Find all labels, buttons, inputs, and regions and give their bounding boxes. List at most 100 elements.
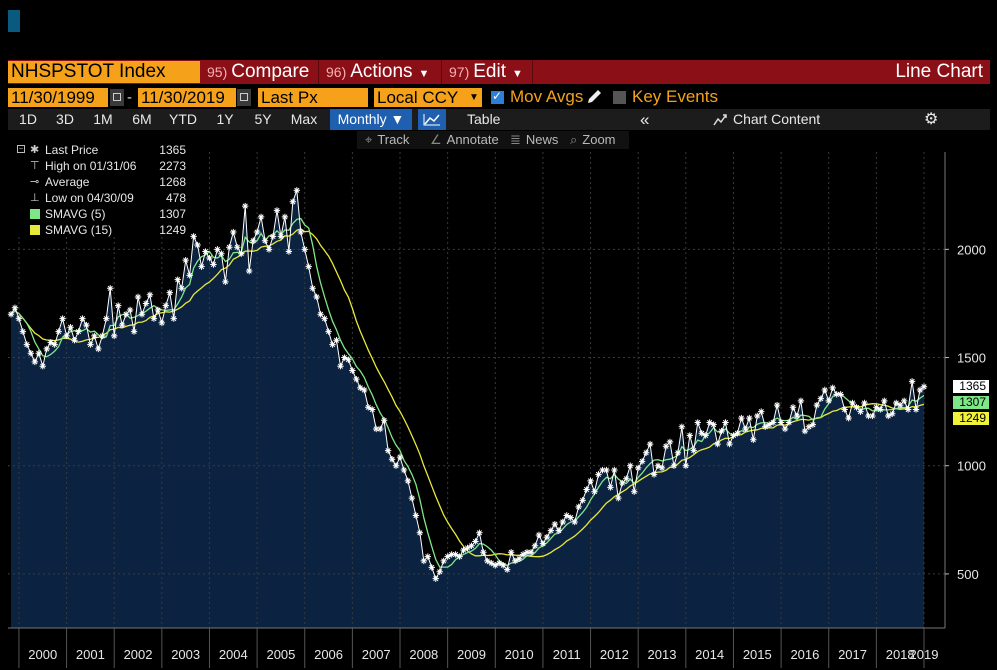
edit-menu-button[interactable]: 97) Edit ▼ [443,60,533,84]
legend-label: Last Price [45,143,99,157]
y-grid [8,248,945,575]
price-point [718,427,725,435]
pencil-icon[interactable] [585,88,603,106]
price-point [805,423,813,430]
price-point [488,559,495,567]
price-point [19,328,27,335]
range-button-1m[interactable]: 1M [93,111,113,127]
frequency-select[interactable]: Monthly ▼ [330,109,412,130]
tool-label: Track [377,132,410,147]
range-button-ytd[interactable]: YTD [169,111,197,127]
x-tick-label: 2015 [743,647,772,662]
x-tick-label: 2017 [838,647,867,662]
price-point [55,328,62,335]
price-point [182,256,189,264]
end-date-input[interactable]: 11/30/2019 [138,88,236,107]
range-button-3d[interactable]: 3D [56,111,74,127]
price-point [547,527,555,534]
price-point [615,494,622,502]
price-point [809,421,817,428]
currency-dropdown-caret-icon[interactable]: ▼ [466,88,482,107]
price-point [575,503,582,511]
range-button-6m[interactable]: 6M [132,111,152,127]
price-point [245,267,253,275]
price-point [392,462,400,469]
price-point [666,438,674,446]
price-point [507,549,515,556]
price-point [210,261,217,268]
price-point [619,479,626,487]
price-point [206,254,213,262]
price-point [134,293,142,301]
compare-menu-button[interactable]: 95) Compare [201,60,319,84]
price-point [567,514,574,521]
price-point [178,285,185,292]
range-button-1d[interactable]: 1D [19,111,37,127]
price-point [365,404,372,411]
workspace-corner-mark [8,10,20,32]
security-input[interactable]: NHSPSTOT Index [8,61,200,83]
price-point [396,453,404,461]
tool-news-button[interactable]: ≣ News [510,131,558,149]
price-point [583,486,590,493]
mov-avgs-checkbox[interactable] [491,89,504,104]
price-point [595,471,602,478]
currency-select[interactable]: Local CCY [374,88,466,107]
price-point [297,228,304,236]
price-point [480,549,487,556]
price-point [51,341,58,348]
price-point [230,228,237,236]
field-select[interactable]: Last Px [258,88,368,107]
key-events-label[interactable]: Key Events [632,87,718,106]
mov-avgs-label[interactable]: Mov Avgs [510,87,584,106]
x-tick-label: 2008 [409,647,438,662]
key-events-checkbox[interactable] [613,91,626,104]
menu-label: Actions [350,61,413,82]
price-point [873,404,880,411]
price-point [376,425,384,433]
settings-gear-icon[interactable]: ⚙ [924,111,939,128]
legend-value: 2273 [159,159,186,173]
chart-content-button[interactable]: Chart Content [733,111,821,127]
table-button[interactable]: Table [467,111,501,127]
menu-number: 96) [326,64,347,80]
x-tick-label: 2007 [362,647,391,662]
price-point [825,397,832,405]
price-point [404,477,412,485]
chart-type-label: Line Chart [895,61,983,82]
news-icon: ≣ [510,132,521,147]
start-date-input[interactable]: 11/30/1999 [8,88,108,107]
price-point [758,408,765,415]
calendar-icon[interactable] [110,89,124,106]
price-point [893,399,900,407]
legend-row: ⊤ High on 01/31/06 2273 [14,158,186,174]
price-point [277,233,285,240]
line-chart-toggle-button[interactable] [418,109,446,130]
price-point [162,302,170,309]
tool-annotate-button[interactable]: ∠ Annotate [430,131,499,149]
range-toolbar [8,109,990,130]
actions-menu-button[interactable]: 96) Actions ▼ [320,60,442,84]
price-point [174,276,181,283]
range-button-max[interactable]: Max [290,111,318,127]
collapse-icon[interactable]: « [640,110,650,129]
price-point [452,551,459,558]
price-point [384,447,392,454]
price-point [702,432,709,439]
range-button-1y[interactable]: 1Y [216,111,234,127]
range-button-5y[interactable]: 5Y [254,111,272,127]
crosshair-icon: ⌖ [365,132,373,147]
legend-collapse-icon[interactable]: − [17,144,25,153]
price-point [579,497,586,504]
tool-zoom-button[interactable]: ⌕ Zoom [570,131,616,149]
calendar-icon[interactable] [237,89,251,106]
price-point [186,272,193,279]
date-separator: - [127,89,132,106]
tool-track-button[interactable]: ⌖ Track [365,131,409,149]
price-point [369,406,376,413]
legend-value: 478 [165,191,186,205]
price-point [765,421,773,428]
price-point [43,345,50,353]
price-point [448,551,455,558]
